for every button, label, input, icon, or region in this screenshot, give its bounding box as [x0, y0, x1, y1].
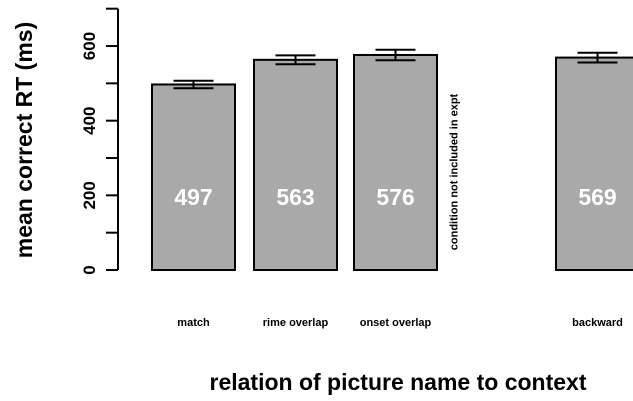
x-category-label: rime overlap: [263, 317, 329, 329]
bar-value-label: 576: [376, 184, 414, 210]
bar: [555, 56, 633, 271]
bar-value-label: 563: [276, 184, 314, 210]
condition-note: condition not included in expt: [449, 93, 461, 250]
bar-value-label: 497: [174, 184, 212, 210]
bar-value-label: 569: [578, 184, 616, 210]
x-category-label: match: [177, 317, 210, 329]
bar: [151, 83, 236, 272]
y-axis-title: mean correct RT (ms): [11, 22, 37, 258]
x-axis-title: relation of picture name to context: [210, 369, 587, 395]
bar: [353, 53, 438, 271]
y-tick-label: 600: [80, 32, 99, 60]
x-category-label: onset overlap: [360, 317, 432, 329]
y-tick-label: 0: [80, 265, 99, 274]
bars-group: 497 match 563 rime overlap 576 onset overlap 5…: [151, 48, 633, 329]
x-category-label: backward: [572, 317, 623, 329]
bar: [253, 58, 338, 271]
y-tick-label: 200: [80, 181, 99, 209]
y-axis: 0 200 400 600: [80, 7, 119, 275]
y-tick-label: 400: [80, 106, 99, 134]
